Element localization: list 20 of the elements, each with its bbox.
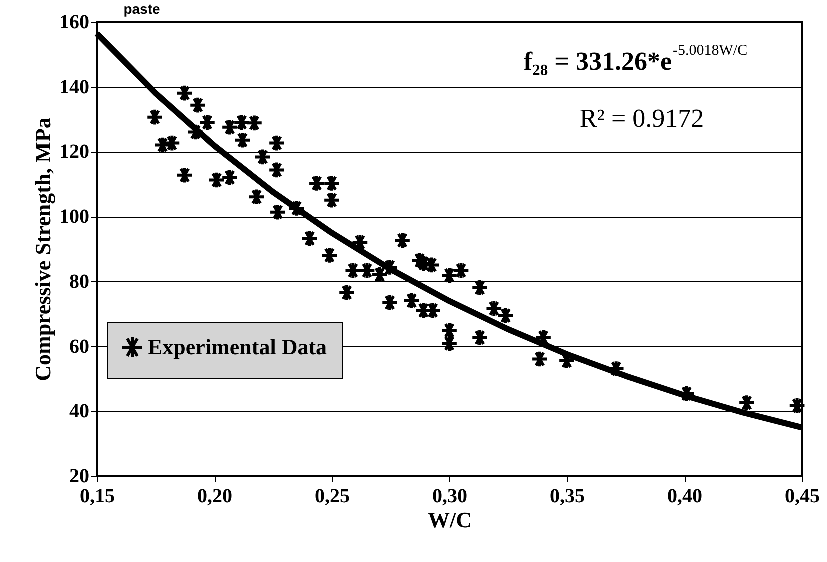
y-tick-label: 80 [70, 270, 90, 293]
y-tick-label: 120 [60, 141, 90, 164]
x-tick-label: 0,25 [315, 486, 350, 508]
x-tick-label: 0,15 [80, 486, 115, 508]
text: paste [124, 1, 160, 17]
y-tick-label: 20 [70, 466, 90, 488]
y-tick-label: 60 [70, 336, 90, 358]
y-tick-label: 40 [70, 400, 90, 423]
y-tick-label: 140 [60, 76, 90, 98]
y-tick-label: 100 [60, 206, 90, 228]
x-tick-label: 0,20 [198, 486, 232, 508]
x-tick-label: 0,35 [550, 486, 585, 508]
x-tick-label: 0,40 [668, 486, 702, 508]
x-tick-label: 0,45 [785, 486, 820, 508]
y-axis-title: Compressive Strength, MPa [30, 118, 56, 382]
x-axis-title: W/C [428, 508, 472, 532]
annotation: R² = 0.9172 [580, 104, 704, 133]
y-tick-label: 160 [60, 12, 90, 34]
legend-label: Experimental Data [148, 334, 328, 360]
x-tick-label: 0,30 [432, 486, 468, 508]
